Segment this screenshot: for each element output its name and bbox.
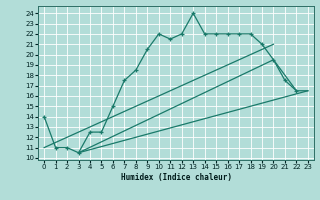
X-axis label: Humidex (Indice chaleur): Humidex (Indice chaleur): [121, 173, 231, 182]
